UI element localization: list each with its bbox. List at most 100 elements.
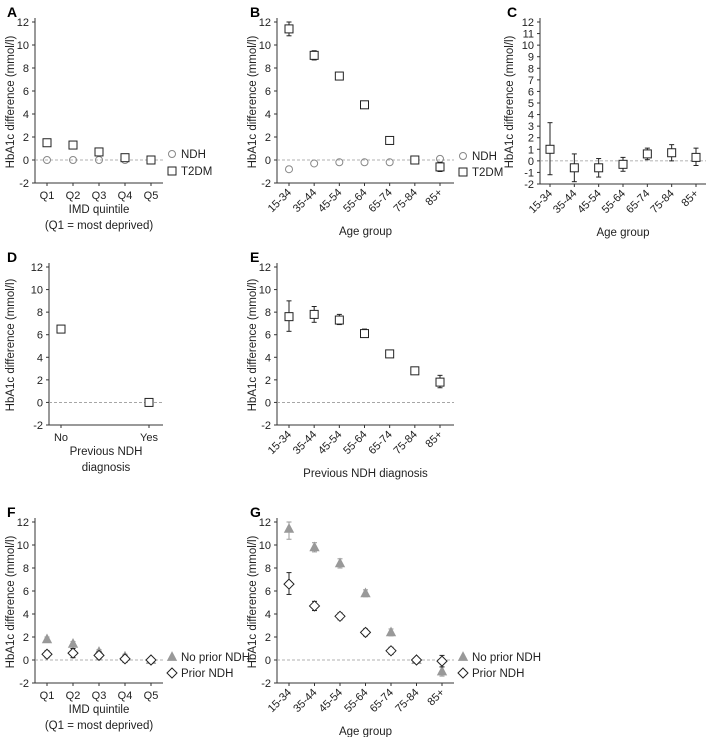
y-tick-label: 8 xyxy=(528,63,534,75)
y-tick-label: 4 xyxy=(528,110,534,122)
legend-marker xyxy=(458,167,468,177)
y-tick-label: 6 xyxy=(265,330,271,342)
y-tick-label: 7 xyxy=(528,75,534,87)
data-point xyxy=(385,645,397,657)
x-tick-label: Q3 xyxy=(92,190,107,202)
legend-label: T2DM xyxy=(472,167,503,179)
x-tick-label: 35-44 xyxy=(291,429,319,457)
legend-label: T2DM xyxy=(181,166,212,178)
data-point xyxy=(385,158,394,167)
data-point xyxy=(43,156,51,164)
y-tick-label: 8 xyxy=(265,563,271,575)
x-axis-title: Age group xyxy=(339,726,392,737)
x-tick-label: 65-74 xyxy=(366,429,394,457)
y-tick-label: -2 xyxy=(19,178,29,190)
data-point xyxy=(310,159,319,168)
x-tick-label: 85+ xyxy=(679,188,701,210)
y-tick-label: 2 xyxy=(23,632,29,644)
data-point xyxy=(309,309,319,319)
y-tick-label: 11 xyxy=(523,29,534,41)
x-tick-label: 75-84 xyxy=(392,429,420,457)
y-tick-label: 2 xyxy=(528,133,534,145)
y-tick-label: 2 xyxy=(265,375,271,387)
x-tick-label: 45-54 xyxy=(316,429,344,457)
y-tick-label: 10 xyxy=(259,40,271,52)
y-tick-label: 12 xyxy=(259,517,271,529)
data-point xyxy=(69,156,77,164)
x-tick-label: 55-64 xyxy=(341,187,369,215)
y-tick-label: 0 xyxy=(23,155,29,167)
series-ndh xyxy=(285,154,444,174)
x-axis-subtitle: diagnosis xyxy=(82,462,131,474)
y-tick-label: 10 xyxy=(17,540,29,552)
y-tick-label: 12 xyxy=(522,17,534,29)
x-tick-label: Q5 xyxy=(144,190,159,202)
y-tick-label: 0 xyxy=(37,397,43,409)
y-tick-label: 12 xyxy=(259,262,271,274)
y-tick-label: 6 xyxy=(37,330,43,342)
data-point xyxy=(436,665,448,676)
y-tick-label: 10 xyxy=(17,40,29,52)
y-tick-label: 4 xyxy=(265,609,271,621)
x-axis-title: Age group xyxy=(596,227,649,239)
y-axis-title: HbA1c difference (mmol/l) xyxy=(247,278,259,411)
x-tick-label: 65-74 xyxy=(366,187,394,215)
y-tick-label: 2 xyxy=(265,132,271,144)
y-tick-label: 4 xyxy=(37,352,43,364)
x-tick-label: No xyxy=(54,432,68,444)
data-point xyxy=(410,155,420,165)
y-axis-title: HbA1c difference (mmol/l) xyxy=(247,35,259,168)
data-point xyxy=(309,50,319,60)
y-tick-label: 3 xyxy=(528,121,534,133)
data-point xyxy=(360,158,369,167)
x-tick-label: 15-34 xyxy=(266,429,294,457)
legend-marker xyxy=(166,667,178,679)
x-axis-title: IMD quintile xyxy=(69,704,130,716)
data-point xyxy=(569,163,579,173)
data-point xyxy=(334,557,346,568)
y-tick-label: 4 xyxy=(23,609,29,621)
data-point xyxy=(691,152,701,162)
data-point xyxy=(283,578,295,590)
x-tick-label: Q5 xyxy=(144,690,159,702)
legend-marker xyxy=(457,667,469,679)
x-tick-label: 55-64 xyxy=(341,429,369,457)
y-tick-label: 6 xyxy=(23,86,29,98)
x-tick-label: 35-44 xyxy=(551,188,579,216)
legend-label: NDH xyxy=(472,151,497,163)
data-point xyxy=(308,600,321,612)
y-tick-label: 10 xyxy=(31,285,43,297)
legend-marker xyxy=(166,651,178,661)
series-t2dm xyxy=(42,138,156,165)
series-0 xyxy=(284,300,445,389)
data-point xyxy=(284,24,294,34)
y-tick-label: 1 xyxy=(528,144,534,156)
panel-letter: C xyxy=(507,4,517,20)
data-point xyxy=(385,349,395,359)
x-tick-label: 75-84 xyxy=(392,187,420,215)
y-tick-label: 0 xyxy=(528,156,534,168)
data-point xyxy=(334,71,344,81)
data-point xyxy=(385,135,395,145)
data-point xyxy=(545,144,555,154)
data-point xyxy=(68,140,78,150)
series-0 xyxy=(56,324,154,407)
x-tick-label: 65-74 xyxy=(624,188,652,216)
panel-letter: E xyxy=(250,249,259,265)
y-tick-label: 4 xyxy=(23,109,29,121)
data-point xyxy=(93,649,105,662)
y-tick-label: 2 xyxy=(37,375,43,387)
data-point xyxy=(67,638,79,648)
data-point xyxy=(642,149,652,159)
x-tick-label: 55-64 xyxy=(600,188,628,216)
panel-d: D -2 0 2 4 6 8 10 12 HbA1c difference (mmol/l) No Y… xyxy=(5,249,163,474)
y-tick-label: 10 xyxy=(259,285,271,297)
y-axis-title: HbA1c difference (mmol/l) xyxy=(5,278,17,411)
legend-marker xyxy=(459,152,467,160)
y-tick-label: 8 xyxy=(265,307,271,319)
